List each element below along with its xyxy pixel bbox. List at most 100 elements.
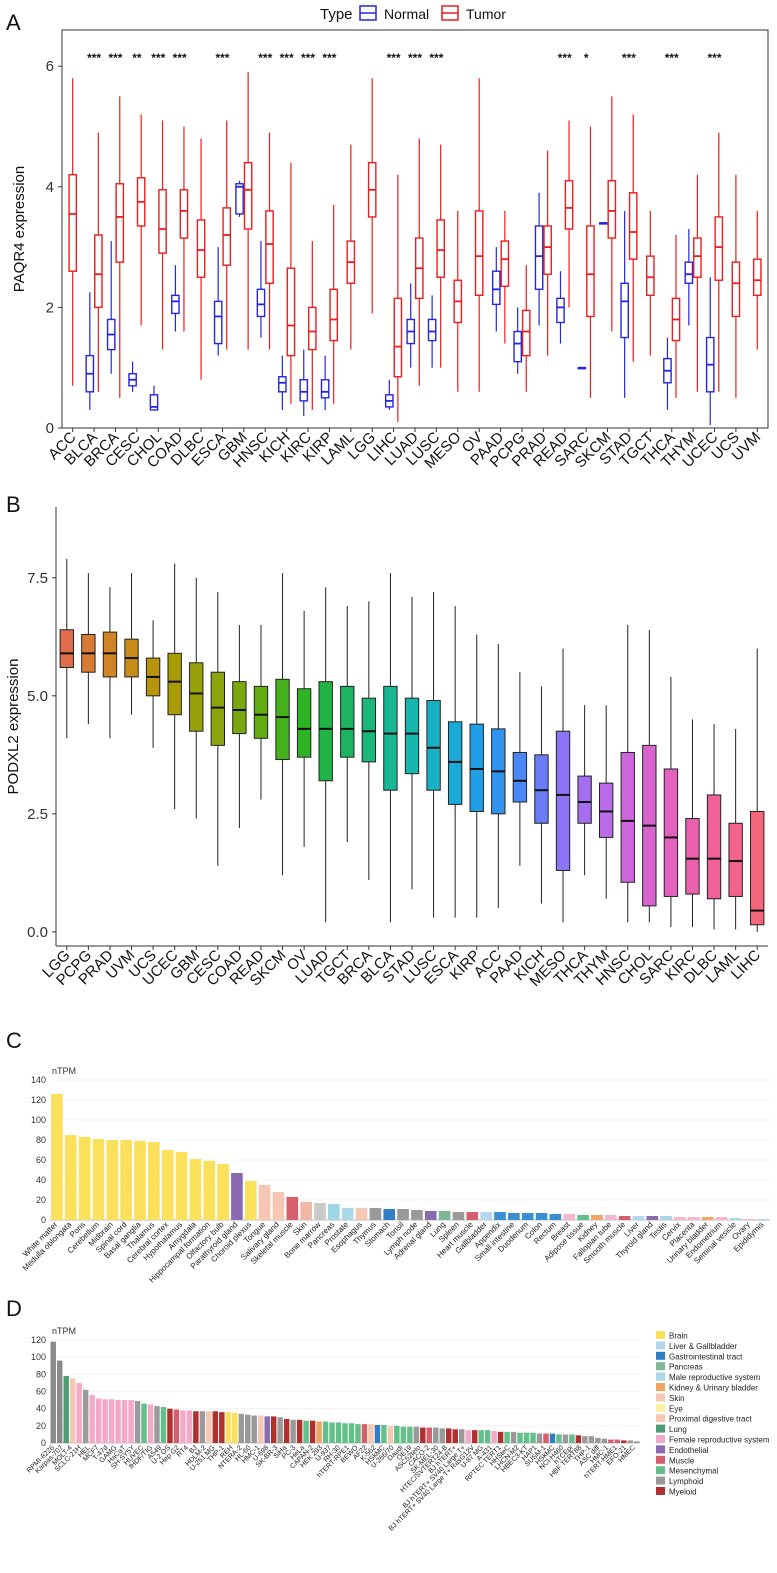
panel-c-bar [591,1215,603,1220]
panel-label-d: D [6,1296,22,1321]
panel-d-bar [322,1421,329,1443]
panel-d-ytick-label: 20 [36,1421,46,1431]
panel-a-normal-box [256,288,266,318]
panel-c-ytick-label: 140 [31,1075,46,1085]
panel-d-bar [180,1410,186,1443]
panel-b-box [210,671,226,746]
panel-d-bar [186,1410,193,1443]
panel-d-legend-swatch [656,1476,665,1485]
panel-d-legend-label: Liver & Gallbladder [669,1342,737,1351]
panel-c-bar [64,1135,77,1220]
panel-b-box [512,751,528,803]
panel-d-bar [614,1439,621,1443]
panel-b-box [59,629,74,668]
panel-d-legend-swatch [656,1466,665,1475]
panel-d-bar [543,1433,549,1443]
panel-b-box [383,685,398,791]
panel-d-legend-swatch [656,1372,665,1381]
panel-a-significance: *** [622,51,636,65]
panel-d-bar [238,1413,244,1443]
panel-c-bar [466,1212,479,1220]
panel-d-ylabel: nTPM [52,1326,76,1336]
panel-d-bar [167,1408,173,1443]
panel-a-tumor-box [179,189,189,239]
panel-a-significance: *** [87,51,101,65]
panel-a-significance: *** [408,51,422,65]
panel-d-chart: nTPM020406080100120RPMI-8226Karpas-707MO… [26,1326,770,1533]
panel-a-tumor-box [474,210,484,297]
panel-c-bar [231,1173,243,1220]
panel-a-tumor-box [393,297,403,378]
panel-d-legend-label: Mesenchymal [669,1467,719,1476]
panel-b-ytick-label: 7.5 [27,570,48,587]
panel-d-bar [245,1414,251,1443]
panel-b-box [447,721,463,805]
panel-d-bar [484,1430,491,1443]
panel-c-bar [203,1161,216,1220]
panel-c-ytick-label: 40 [36,1175,46,1185]
panel-c-bar [217,1164,229,1220]
panel-a-normal-box [213,300,223,345]
panel-d-ytick-label: 120 [31,1335,46,1345]
panel-b-box [577,775,592,824]
panel-b-box [404,697,420,775]
panel-d-legend-label: Male reproductive system [669,1373,760,1382]
panel-b-box [555,730,571,871]
panel-d-bar [89,1394,95,1443]
panel-d-bar [57,1360,63,1443]
panel-d-legend-swatch [656,1383,665,1391]
panel-d-bar [517,1432,523,1443]
panel-d-bar [309,1420,316,1443]
panel-d-bar [141,1403,147,1443]
panel-d-bar [465,1430,471,1443]
panel-d-bar [601,1438,608,1443]
panel-d-bar [374,1424,381,1443]
panel-d-bar [199,1411,206,1443]
panel-d-bar [510,1431,517,1443]
panel-d-bar [621,1440,627,1443]
panel-a-tumor-box [543,225,552,275]
panel-c-bar [618,1216,631,1220]
panel-d-ytick-label: 40 [36,1404,46,1414]
panel-d-ytick-label: 0 [41,1438,46,1448]
panel-a-tumor-box [714,216,724,281]
legend-a-title: Type [320,6,353,23]
panel-a-ytick-label: 6 [46,58,54,75]
panel-d-bar [595,1437,601,1443]
panel-d-bar [400,1426,407,1443]
panel-c-bar [604,1215,617,1220]
panel-d-legend-label: Skin [669,1394,685,1403]
panel-a-normal-box [427,318,437,342]
panel-d-bar [478,1430,484,1443]
panel-c-bar [134,1141,146,1220]
panel-c-bar [106,1140,119,1220]
panel-a-tumor-box [243,161,253,230]
panel-c-bar [51,1094,63,1220]
panel-c-bar [355,1208,368,1220]
panel-d-bar [433,1427,439,1443]
panel-d-ytick-label: 60 [36,1387,46,1397]
panel-a-significance: *** [108,51,122,65]
panel-a-normal-box [235,183,244,215]
panel-d-bar [634,1441,640,1443]
panel-a-tumor-box [645,255,655,297]
panel-c-bar [148,1142,160,1220]
panel-c-bar [646,1216,659,1220]
panel-b-box [275,678,290,761]
panel-b-box [189,662,204,732]
panel-d-bar [582,1436,588,1443]
panel-a-tumor-box [586,225,595,318]
panel-d-bar [147,1404,154,1443]
legend-a-tumor-label: Tumor [466,6,506,22]
panel-c-bar [120,1140,132,1220]
panel-d-bar [549,1433,556,1443]
panel-b-ytick-label: 5.0 [27,688,48,705]
panel-a-significance: ** [132,51,142,65]
panel-c-bar [452,1212,465,1220]
panel-a-normal-box [556,297,565,324]
panel-c-bar [508,1213,520,1220]
panel-d-bar [413,1426,420,1443]
legend-a-normal-label: Normal [384,6,429,22]
panel-c-bar [300,1202,312,1220]
panel-d-bar [50,1341,56,1443]
